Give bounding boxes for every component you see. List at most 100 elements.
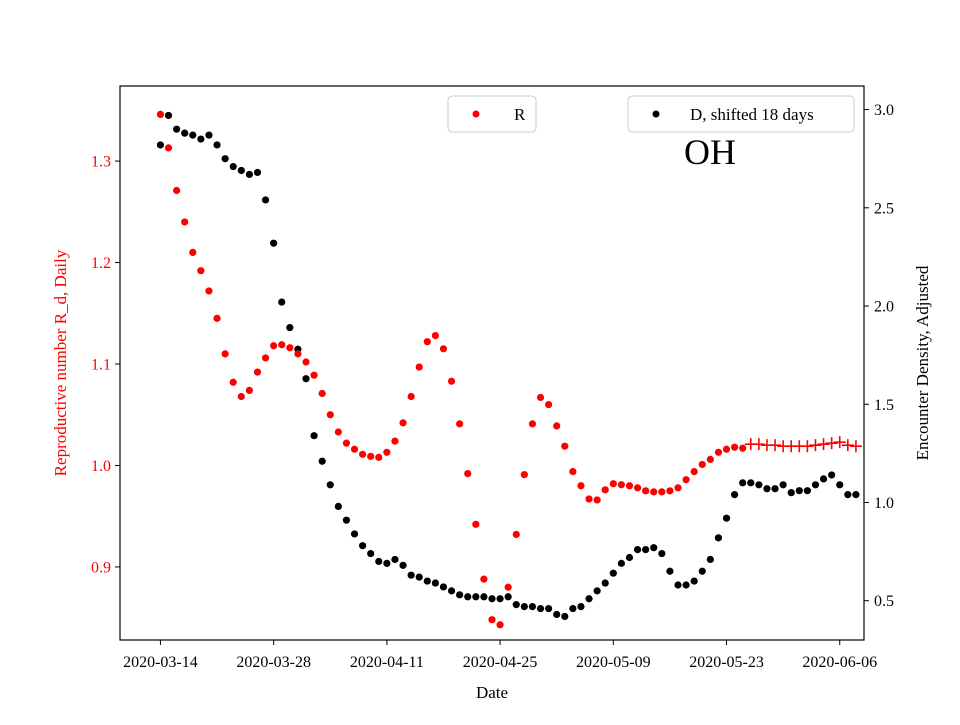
series-d-point (569, 604, 577, 613)
series-r-point (577, 482, 585, 490)
series-r-point (156, 110, 165, 119)
x-axis-label: Date (476, 683, 508, 702)
series-d-point (189, 131, 197, 139)
series-r-point (334, 428, 342, 436)
y-axis-right-label: Encounter Density, Adjusted (913, 265, 932, 460)
y-axis-left-label: Reproductive number R_d, Daily (51, 249, 70, 476)
series-r-point (423, 338, 431, 346)
series-d-point (464, 593, 472, 601)
series-d-point (399, 561, 407, 569)
series-r-point (625, 482, 634, 490)
legend-r-label: R (514, 105, 526, 124)
series-d-point (439, 583, 448, 591)
series-r-point (229, 378, 237, 386)
series-d-point (706, 555, 714, 564)
series-r-point (270, 342, 278, 350)
series-d-point (553, 610, 561, 619)
series-d-point (601, 579, 609, 587)
series-d-points (156, 111, 860, 621)
series-r-point (674, 484, 682, 492)
series-d-point (456, 591, 464, 599)
series-r-point (472, 520, 480, 528)
series-r-point (658, 488, 666, 496)
series-d-point (690, 577, 698, 585)
series-d-point (674, 581, 682, 589)
series-r-projected-marker (801, 440, 814, 453)
series-d-point (803, 487, 811, 495)
series-d-point (415, 573, 423, 581)
series-r-projected-marker (809, 439, 822, 452)
series-d-point (512, 601, 520, 609)
y-right-tick-label: 0.5 (874, 593, 894, 610)
series-r-point (391, 437, 399, 445)
series-r-point (585, 495, 593, 503)
legend-r-marker (472, 110, 480, 118)
series-d-point (480, 593, 488, 601)
series-d-point (650, 544, 658, 552)
series-r-point (350, 445, 359, 453)
series-d-point (286, 324, 294, 332)
y-right-tick-label: 3.0 (874, 102, 894, 119)
y-axis-left: 0.9 1.0 1.1 1.2 1.3 (91, 154, 120, 576)
series-r-point (164, 144, 173, 152)
series-r-point (722, 445, 731, 453)
legend-d: D, shifted 18 days (627, 95, 855, 133)
series-r-point (698, 460, 706, 469)
series-d-point (642, 546, 650, 554)
series-d-point (350, 530, 359, 538)
series-r-projected-marker (817, 438, 830, 451)
series-r-point (504, 583, 512, 591)
series-r-point (431, 332, 439, 340)
series-d-point (270, 239, 278, 247)
y-left-tick-label: 1.1 (91, 357, 111, 374)
series-d-point (504, 593, 512, 601)
series-r-projected-marker (769, 439, 782, 452)
series-d-point (213, 141, 221, 149)
series-r-projected-marker (833, 436, 846, 449)
series-r-point (447, 377, 456, 385)
series-d-point (747, 479, 755, 487)
legend-d-label: D, shifted 18 days (690, 105, 814, 124)
series-d-point (173, 125, 181, 133)
series-d-point (359, 542, 367, 550)
series-r-point (286, 344, 294, 352)
x-axis: 2020-03-14 2020-03-28 2020-04-11 2020-04-25… (123, 640, 877, 671)
series-r-point (561, 442, 569, 450)
series-d-point (633, 546, 642, 554)
series-d-point (447, 587, 456, 595)
series-d-point (181, 129, 189, 137)
x-tick-label: 2020-06-06 (802, 654, 877, 671)
series-d-point (302, 375, 310, 383)
series-r-point (415, 363, 423, 371)
y-left-tick-label: 1.0 (91, 458, 111, 475)
series-d-point (819, 475, 828, 483)
series-r-point (342, 439, 351, 447)
series-r-point (253, 368, 262, 376)
series-r-point (407, 392, 415, 401)
series-d-point (682, 581, 690, 589)
y-left-tick-label: 1.2 (91, 255, 111, 272)
series-r-point (359, 450, 367, 458)
series-r-point (439, 345, 448, 353)
series-d-point (407, 571, 415, 579)
series-d-point (164, 111, 173, 120)
series-r-point (399, 419, 407, 427)
series-r-point (456, 420, 464, 428)
series-d-point (755, 481, 763, 489)
series-d-point (237, 166, 245, 175)
series-d-point (666, 567, 674, 575)
series-d-point (714, 534, 723, 542)
y-left-tick-label: 0.9 (91, 559, 111, 576)
series-r-point (278, 341, 286, 349)
x-tick-label: 2020-05-23 (689, 654, 764, 671)
series-d-point (787, 489, 795, 497)
legend-d-marker (652, 110, 660, 118)
series-r-points (156, 110, 747, 629)
series-d-point (617, 559, 625, 567)
series-r-point (601, 486, 609, 494)
legend-r: R (447, 95, 537, 133)
series-r-point (302, 358, 310, 366)
x-tick-label: 2020-04-25 (463, 654, 538, 671)
series-r-point (488, 616, 496, 624)
